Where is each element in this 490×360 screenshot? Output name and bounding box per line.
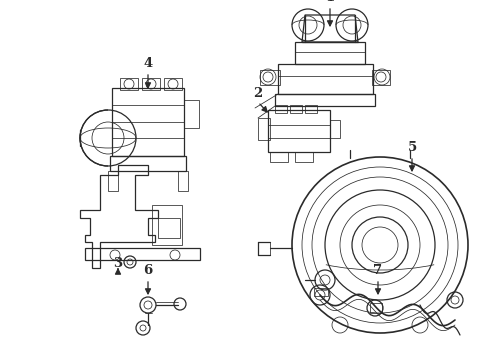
- Text: 4: 4: [144, 57, 152, 70]
- Bar: [112, 88, 184, 156]
- Bar: [120, 78, 138, 90]
- Text: 2: 2: [253, 87, 263, 100]
- Bar: [110, 156, 186, 171]
- Bar: [108, 171, 118, 191]
- Text: 7: 7: [373, 264, 383, 277]
- Bar: [142, 78, 160, 90]
- Bar: [158, 218, 180, 238]
- Bar: [330, 120, 340, 138]
- Bar: [305, 105, 317, 113]
- Bar: [268, 110, 330, 152]
- Bar: [260, 70, 280, 85]
- Bar: [295, 42, 365, 64]
- Bar: [290, 105, 302, 113]
- Bar: [275, 94, 375, 106]
- Bar: [372, 70, 390, 85]
- Bar: [164, 78, 182, 90]
- Bar: [275, 105, 287, 113]
- Bar: [370, 303, 382, 313]
- Bar: [295, 152, 313, 162]
- Text: 5: 5: [407, 141, 416, 154]
- Bar: [278, 64, 373, 94]
- Bar: [184, 100, 199, 128]
- Text: 6: 6: [144, 264, 152, 277]
- Text: 3: 3: [114, 257, 122, 270]
- Bar: [152, 205, 182, 245]
- Text: 1: 1: [325, 0, 335, 4]
- Bar: [258, 118, 270, 140]
- Bar: [178, 171, 188, 191]
- Bar: [314, 288, 328, 296]
- Bar: [270, 152, 288, 162]
